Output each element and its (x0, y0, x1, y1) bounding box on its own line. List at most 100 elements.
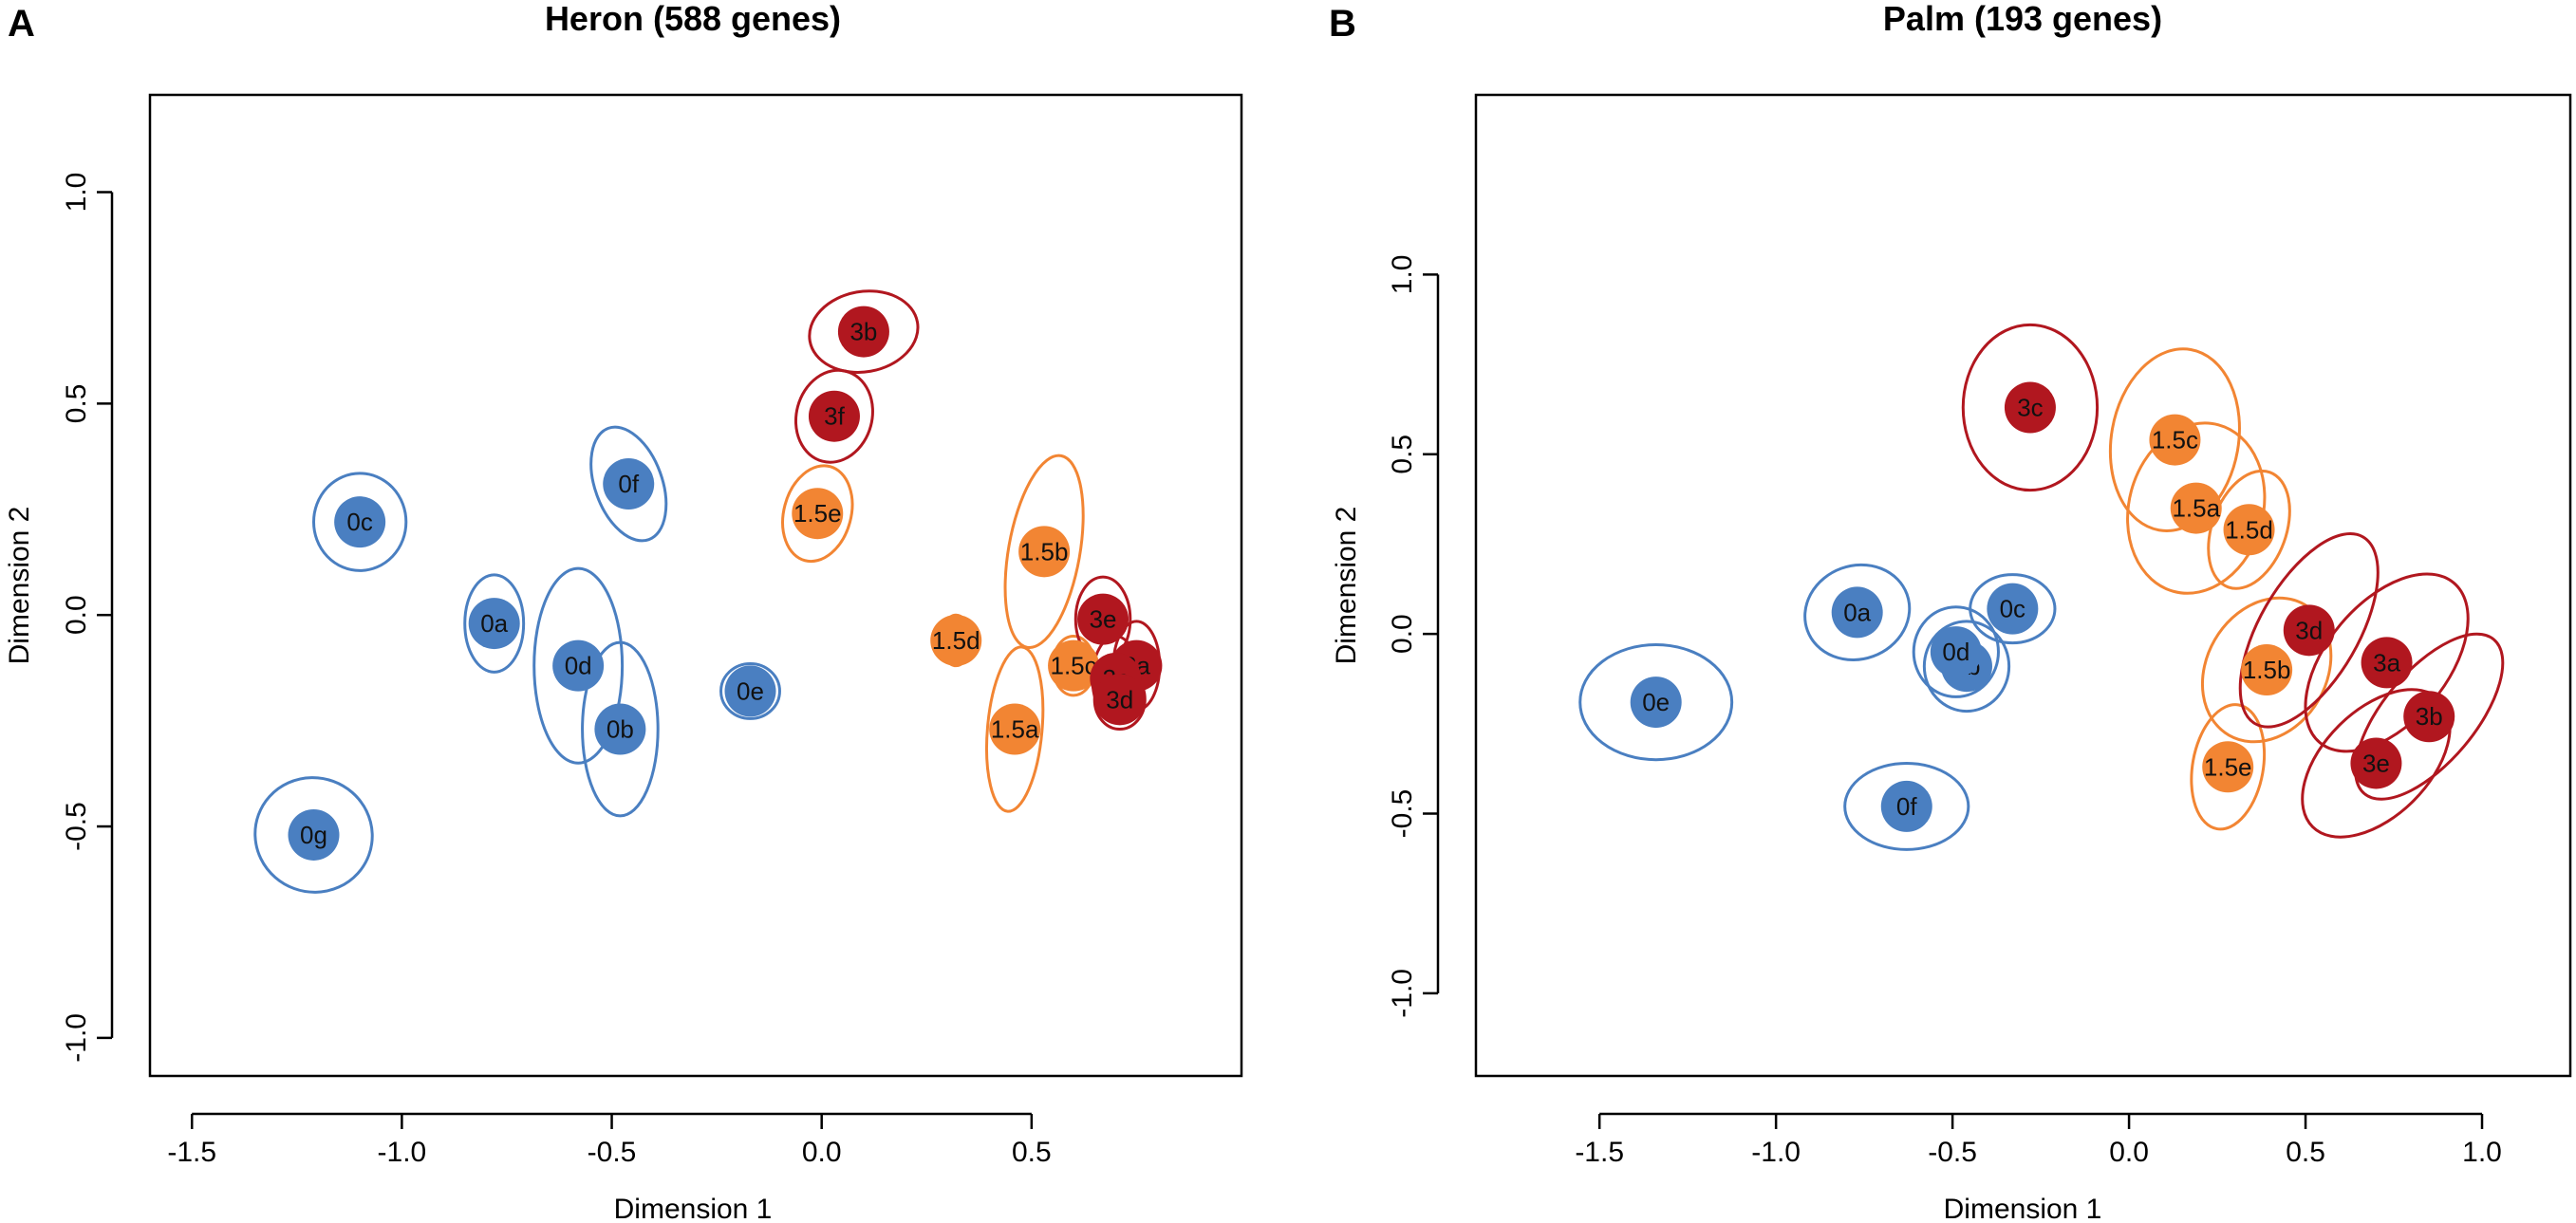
panel-a-point-1.5c (1048, 639, 1100, 692)
panel-b-ellipse-0d (1912, 605, 2000, 698)
panel-a-point-3d (1093, 674, 1146, 726)
panel-a-point-0g (288, 808, 340, 861)
panel-a-ellipse-0e (719, 661, 781, 720)
panel-b-y-tick-label: 0.0 (1387, 614, 1418, 654)
panel-a-y-tick-label: -0.5 (61, 802, 92, 851)
panel-a-point-label-0d: 0d (565, 652, 592, 680)
panel-a-point-label-3d: 3d (1106, 685, 1133, 713)
panel-b-point-1.5c (2149, 414, 2201, 466)
panel-b-x-tick-label: -1.5 (1575, 1137, 1624, 1168)
panel-b-x-axis: -1.5 -1.0 -0.5 0.0 0.5 1.0 (1575, 1112, 2502, 1168)
panel-a-point-label-3b: 3b (849, 318, 877, 346)
panel-b-point-label-1.5b: 1.5b (2243, 656, 2291, 684)
panel-b-point-0e (1630, 676, 1682, 729)
panel-b-y-axis: -1.0 -0.5 0.0 0.5 1.0 (1387, 255, 1440, 1018)
panel-b-ellipse-0a (1803, 563, 1912, 661)
panel-b-y-tick-label: 0.5 (1387, 435, 1418, 474)
panel-a-ellipse-0f (589, 425, 668, 543)
panel-b-point-0c (1987, 583, 2039, 635)
panel-b-point-3a (2361, 637, 2413, 689)
panel-b-point-0d (1930, 626, 1982, 678)
panel-a-point-label-0e: 0e (737, 676, 764, 705)
panel-a-plot-frame (148, 93, 1243, 1078)
panel-b-x-tick-label: 0.5 (2286, 1137, 2325, 1168)
panel-a-ellipse-0d (532, 566, 625, 765)
panel-a-point-0a (468, 598, 520, 650)
panel-a-point-label-0a: 0a (480, 609, 508, 638)
panel-a-point-label-1.5c: 1.5c (1050, 652, 1096, 680)
panel-b-point-label-1.5a: 1.5a (2172, 494, 2220, 523)
panel-b-point-label-3a: 3a (2373, 648, 2400, 676)
panel-a-ellipse-1.5b (1003, 454, 1085, 650)
panel-b-y-tick-label: -1.0 (1387, 969, 1418, 1018)
panel-b-ellipse-0b (1922, 620, 2011, 713)
panel-b-point-label-3c: 3c (2017, 394, 2043, 422)
panel-a-point-1.5d (930, 614, 982, 666)
panel-b-ellipse-0e (1578, 642, 1734, 762)
panel-a-x-tick-label: 0.0 (802, 1137, 842, 1168)
panel-b-point-label-3d: 3d (2295, 616, 2323, 644)
panel-b-ellipse-3d (2238, 532, 2380, 729)
panel-b-points: 0a0b0c0d0e0f1.5a1.5b1.5c1.5d1.5e3a3b3c3d… (1630, 381, 2455, 832)
panel-a-y-axis-label: Dimension 2 (4, 507, 35, 665)
panel-a-x-tick-label: -0.5 (588, 1137, 637, 1168)
panel-a-title: Heron (588 genes) (545, 0, 841, 38)
panel-a-point-label-3e: 3e (1090, 605, 1117, 634)
panel-a: A Heron (588 genes) 0a 0b 0c 0d 0e 0f 0g 1.5a 1.… (4, 0, 1243, 1223)
panel-b-point-1.5e (2202, 741, 2254, 793)
panel-a-x-tick-label: 0.5 (1012, 1137, 1052, 1168)
panel-b-point-label-0e: 0e (1642, 688, 1670, 716)
panel-a-ellipse-0c (312, 472, 408, 572)
panel-a-x-axis-label: Dimension 1 (614, 1194, 773, 1223)
panel-b-title: Palm (193 genes) (1883, 0, 2162, 38)
panel-b-y-tick-label: -0.5 (1387, 789, 1418, 839)
panel-b-x-tick-label: 1.0 (2462, 1137, 2502, 1168)
panel-b-point-3e (2350, 737, 2402, 789)
panel-a-point-label-1.5e: 1.5e (793, 499, 842, 528)
panel-b-ellipse-0f (1843, 761, 1970, 851)
panel-b-point-3d (2283, 604, 2335, 657)
panel-b-point-0a (1831, 586, 1883, 639)
panel-b-point-1.5d (2223, 504, 2275, 556)
panel-b-ellipse-1.5c (2108, 347, 2241, 532)
panel-a-x-tick-label: -1.5 (167, 1137, 216, 1168)
panel-b-point-0f (1880, 780, 1932, 832)
panel-a-ellipse-1.5a (985, 645, 1045, 813)
panel-a-point-3f (808, 390, 860, 442)
panel-a-ellipse-3b (808, 289, 920, 374)
panel-a-point-0e (724, 665, 776, 717)
panel-b-point-label-1.5e: 1.5e (2204, 752, 2252, 781)
panel-b-point-label-1.5d: 1.5d (2225, 515, 2273, 544)
panel-a-point-label-0b: 0b (607, 715, 634, 744)
panel-a-x-tick-label: -1.0 (378, 1137, 427, 1168)
panel-a-y-tick-label: 0.0 (61, 595, 92, 635)
panel-a-point-3e (1077, 593, 1129, 645)
panel-b-point-label-1.5c: 1.5c (2152, 426, 2198, 454)
panel-a-point-1.5a (989, 703, 1041, 755)
panel-a-y-tick-label: 1.0 (61, 173, 92, 213)
panel-a-point-1.5e (792, 488, 844, 540)
panel-a-y-axis: -1.0 -0.5 0.0 0.5 1.0 (61, 173, 114, 1063)
panel-b-point-label-0c: 0c (2000, 595, 2025, 623)
panel-b-point-label-3e: 3e (2362, 749, 2390, 777)
panel-a-ellipse-0g (253, 776, 374, 894)
panel-b-x-tick-label: 0.0 (2109, 1137, 2149, 1168)
panel-b-point-label-3b: 3b (2416, 702, 2443, 731)
panel-a-x-axis: -1.5 -1.0 -0.5 0.0 0.5 (167, 1112, 1052, 1168)
panel-b-point-3b (2403, 691, 2455, 743)
panel-a-point-label-0c: 0c (346, 508, 372, 536)
panel-a-point-label-1.5d: 1.5d (932, 626, 980, 655)
panel-a-letter: A (8, 3, 35, 45)
panel-a-ellipse-0a (463, 573, 526, 674)
panel-b-point-label-0d: 0d (1942, 638, 1969, 666)
panel-b-point-3c (2004, 381, 2056, 434)
panel-a-point-label-3f: 3f (824, 402, 845, 431)
panel-b-ellipse-1.5e (2190, 703, 2267, 831)
panel-b-x-axis-label: Dimension 1 (1944, 1194, 2102, 1223)
panel-a-point-0c (334, 496, 386, 548)
panel-a-ellipse-1.5e (781, 464, 854, 564)
panel-a-point-label-1.5a: 1.5a (991, 715, 1039, 744)
panel-a-point-3b (837, 306, 889, 358)
panel-a-y-tick-label: 0.5 (61, 383, 92, 423)
